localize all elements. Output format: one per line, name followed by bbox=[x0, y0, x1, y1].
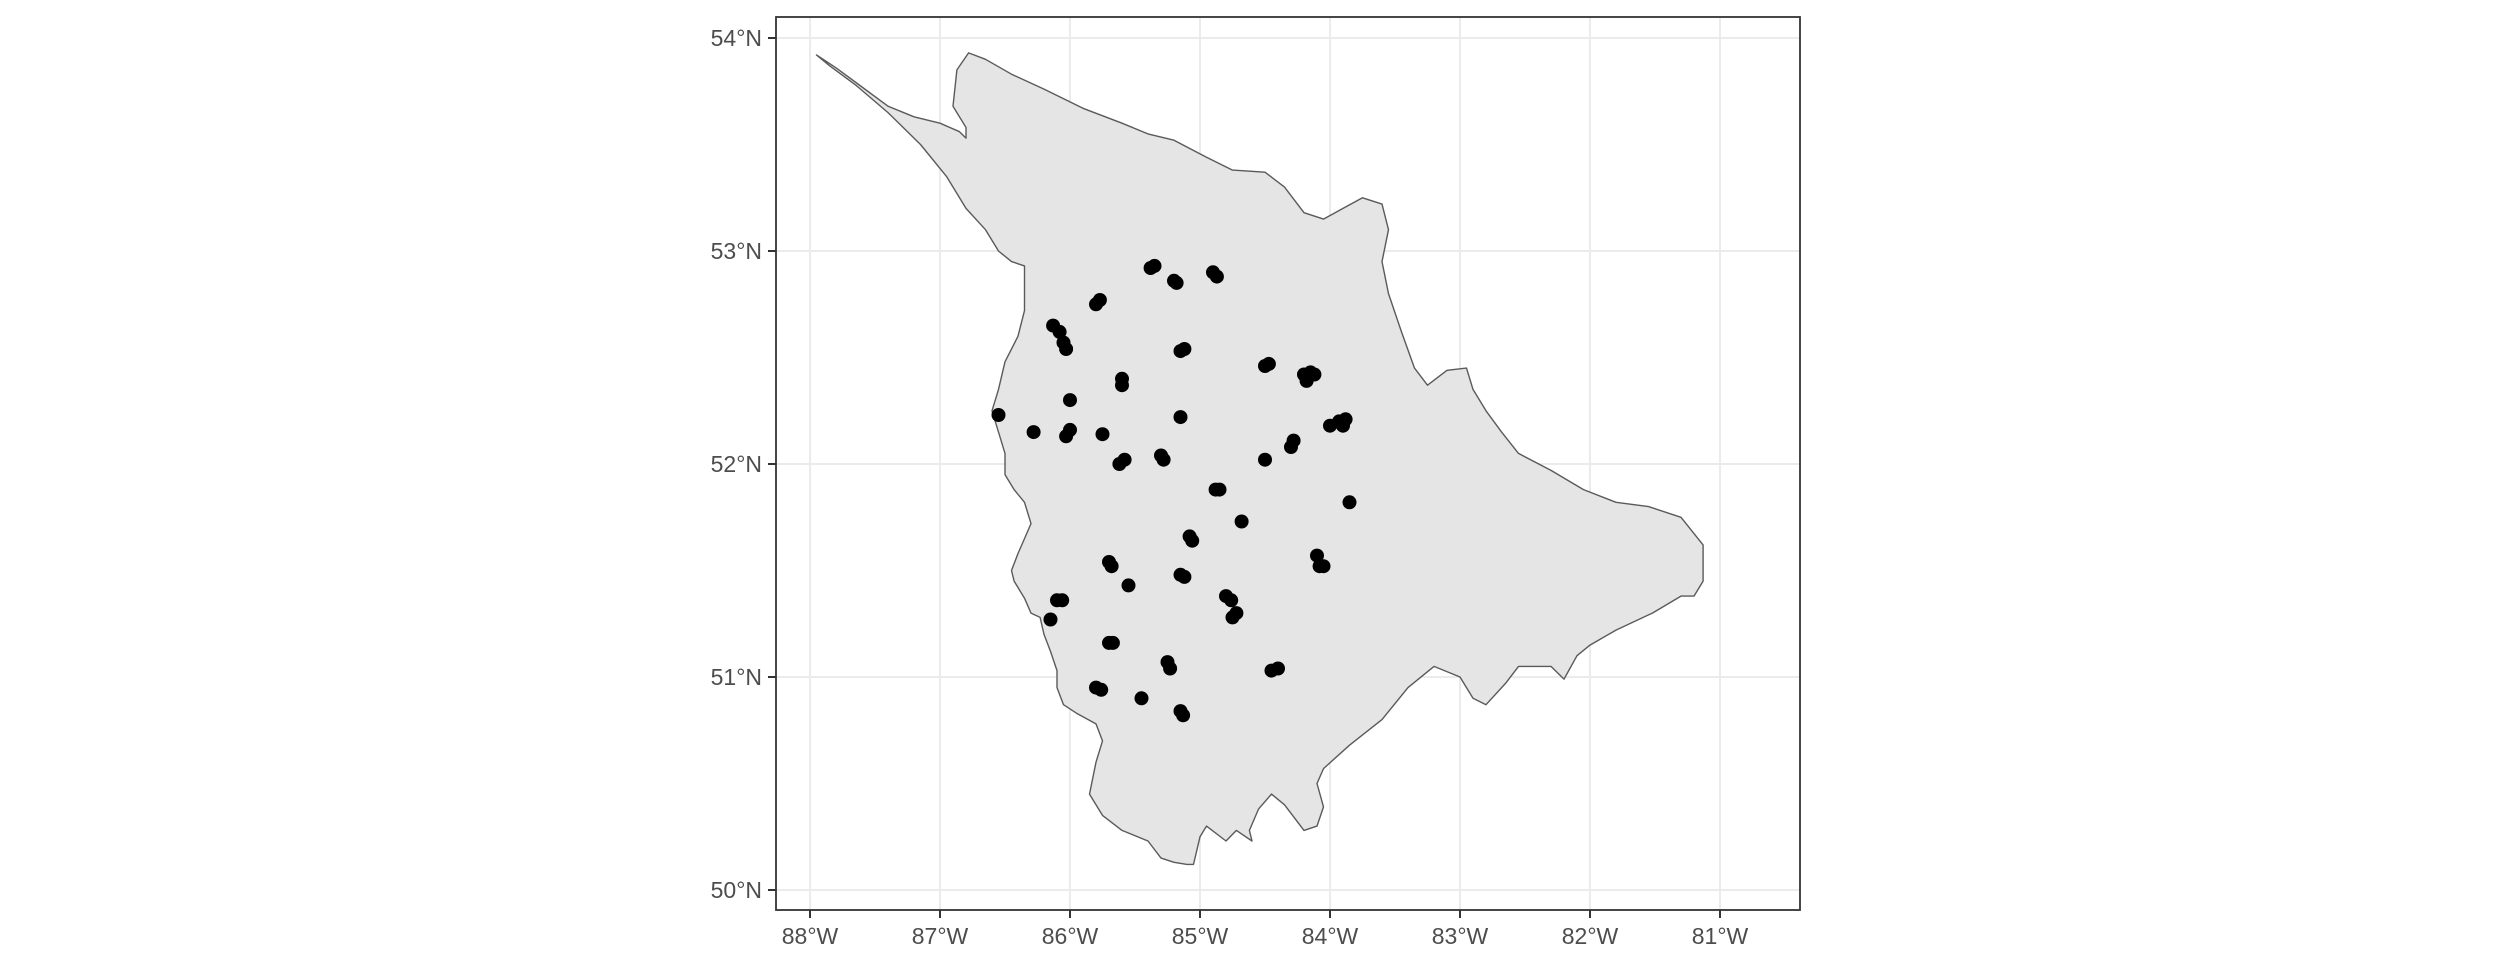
site-point bbox=[1286, 433, 1301, 448]
site-point bbox=[1147, 258, 1162, 273]
site-point bbox=[1059, 342, 1074, 356]
y-tick-label: 53°N bbox=[711, 238, 762, 264]
site-point bbox=[1177, 342, 1192, 356]
site-points bbox=[991, 258, 1357, 723]
site-point bbox=[1261, 356, 1276, 371]
x-tick-label: 81°W bbox=[1692, 923, 1749, 949]
x-tick-label: 84°W bbox=[1302, 923, 1359, 949]
site-point bbox=[1224, 593, 1239, 608]
site-point bbox=[1307, 367, 1322, 382]
site-point bbox=[1169, 275, 1184, 290]
site-point bbox=[1121, 578, 1136, 593]
site-point bbox=[1209, 269, 1224, 284]
site-point bbox=[1316, 559, 1331, 574]
site-point bbox=[1063, 422, 1077, 437]
site-point bbox=[1134, 691, 1149, 706]
site-point bbox=[1271, 661, 1285, 676]
y-tick-label: 54°N bbox=[711, 25, 762, 51]
site-point bbox=[1212, 482, 1227, 497]
x-tick-label: 82°W bbox=[1562, 923, 1619, 949]
site-point bbox=[1094, 682, 1109, 697]
site-point bbox=[1163, 661, 1178, 676]
site-point bbox=[1185, 533, 1200, 548]
site-point bbox=[1115, 378, 1129, 393]
site-point bbox=[1117, 452, 1132, 467]
x-tick-label: 88°W bbox=[782, 923, 839, 949]
x-axis: 88°W 87°W 86°W 85°W 84°W 83°W 82°W 81°W bbox=[782, 910, 1749, 949]
y-tick-label: 50°N bbox=[711, 877, 762, 903]
site-point bbox=[1095, 427, 1110, 442]
site-point bbox=[1338, 412, 1353, 427]
site-point bbox=[1055, 593, 1070, 608]
site-point bbox=[1342, 495, 1357, 510]
site-point bbox=[1026, 425, 1041, 440]
site-point bbox=[1105, 635, 1120, 650]
site-point bbox=[1052, 324, 1067, 339]
y-tick-label: 52°N bbox=[711, 451, 762, 477]
site-point bbox=[1310, 548, 1324, 563]
site-point bbox=[991, 408, 1006, 422]
site-point bbox=[1229, 606, 1244, 621]
site-point bbox=[1092, 293, 1107, 307]
y-tick-label: 51°N bbox=[711, 664, 762, 690]
site-point bbox=[1173, 410, 1188, 425]
site-point bbox=[1043, 612, 1058, 627]
site-point bbox=[1063, 393, 1077, 408]
y-axis: 50°N 51°N 52°N 53°N 54°N bbox=[711, 25, 776, 903]
x-tick-label: 85°W bbox=[1172, 923, 1229, 949]
site-point bbox=[1104, 559, 1119, 574]
site-point bbox=[1177, 569, 1192, 584]
site-point bbox=[1156, 452, 1171, 467]
site-point bbox=[1234, 514, 1249, 529]
x-tick-label: 83°W bbox=[1432, 923, 1489, 949]
site-point bbox=[1176, 708, 1191, 723]
site-point bbox=[1258, 452, 1272, 467]
x-tick-label: 86°W bbox=[1042, 923, 1099, 949]
x-tick-label: 87°W bbox=[912, 923, 969, 949]
